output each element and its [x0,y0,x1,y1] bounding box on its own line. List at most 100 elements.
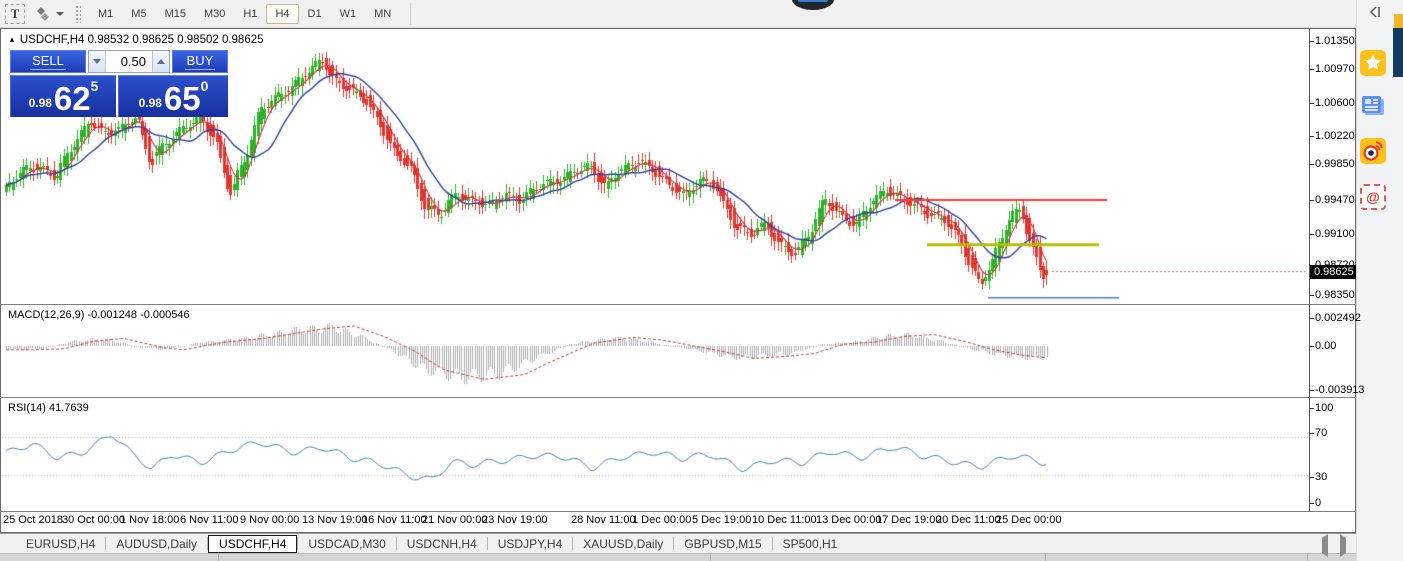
news-icon[interactable] [1360,93,1386,119]
rsi-axis-label: 30 [1315,471,1328,483]
chart-tab-bar: EURUSD,H4 AUDUSD,Daily USDCHF,H4 USDCAD,M30… [0,533,1356,553]
tab-gbpusd-m15[interactable]: GBPUSD,M15 [684,536,762,551]
at-glyph: @ [1366,189,1380,205]
rsi-axis-label-tick [1309,503,1314,504]
tab-usdcnh-h4[interactable]: USDCNH,H4 [406,536,477,551]
timeframe-button-d1[interactable]: D1 [299,4,331,24]
price-axis-label: 1.00600 [1315,97,1355,109]
macd-axis-label: -0.003913 [1315,384,1365,396]
tab-usdchf-h4[interactable]: USDCHF,H4 [208,534,298,553]
price-axis-border [1309,29,1310,512]
toolbar-separator [410,2,412,25]
tab-usdcad-m30[interactable]: USDCAD,M30 [308,536,386,551]
tab-separator [395,537,397,550]
timeframe-button-m30[interactable]: M30 [195,4,234,24]
background-window-navy-edge [1393,28,1403,77]
price-axis-label: 1.01350 [1315,35,1355,47]
status-strip-divider [1307,554,1308,561]
timeframe-button-mn[interactable]: MN [365,4,400,24]
price-axis-label-tick [1309,295,1314,296]
tab-xauusd-daily[interactable]: XAUUSD,Daily [583,536,664,551]
floating-ball[interactable] [792,0,834,10]
status-strip-divider [710,554,711,561]
tab-audusd-daily[interactable]: AUDUSD,Daily [116,536,198,551]
time-axis-label: 13 Dec 00:00 [816,514,882,526]
rsi-axis-label: 100 [1315,402,1334,414]
volume-increase-button[interactable] [152,51,169,72]
arrows-tool-button[interactable] [31,4,65,24]
mention-at-icon[interactable]: @ [1360,184,1386,210]
tab-separator [207,537,209,550]
timeframe-button-h1[interactable]: H1 [234,4,266,24]
price-axis-label-tick [1309,103,1314,104]
rsi-label: RSI(14) 41.7639 [8,402,89,414]
timeframe-button-m15[interactable]: M15 [156,4,195,24]
time-axis-label: 9 Nov 00:00 [240,514,300,526]
volume-decrease-button[interactable] [89,51,106,72]
sell-price-button[interactable]: 0.98 62 5 [10,75,116,117]
price-axis-label: 0.99100 [1315,228,1355,240]
tab-sp500-h1[interactable]: SP500,H1 [782,536,838,551]
timeframe-button-h4[interactable]: H4 [266,3,299,24]
background-window-yellow-edge [1394,14,1403,28]
macd-indicator-canvas[interactable] [2,305,1308,396]
time-axis-label: 17 Dec 19:00 [876,514,942,526]
time-axis-separator [0,511,1356,512]
right-sidebar: @ [1356,0,1403,561]
price-axis-label-tick [1309,41,1314,42]
macd-pane-separator[interactable] [0,304,1356,305]
timeframe-button-w1[interactable]: W1 [331,4,366,24]
rsi-pane-separator[interactable] [0,397,1356,398]
sell-button[interactable]: SELL [10,50,86,73]
macd-axis-label-tick [1309,318,1314,319]
price-axis-label-tick [1309,69,1314,70]
time-axis-label: 21 Nov 00:00 [422,514,488,526]
timeframe-button-m1[interactable]: M1 [89,4,122,24]
weibo-icon[interactable] [1360,138,1386,164]
tabs-scroll-left-button[interactable] [1320,534,1330,557]
tabs-scroll-right-button[interactable] [1338,534,1348,557]
favorites-star-icon[interactable] [1360,50,1386,76]
sidebar-collapse-button[interactable] [1367,4,1385,20]
time-axis-label: 1 Nov 18:00 [120,514,180,526]
time-axis-label: 30 Oct 00:00 [62,514,125,526]
chart-title: ▲ USDCHF,H4 0.98532 0.98625 0.98502 0.986… [8,34,264,46]
sell-button-label: SELL [30,53,66,70]
time-axis-label: 13 Nov 19:00 [302,514,368,526]
macd-axis-label: 0.002492 [1315,312,1361,324]
macd-axis-label: 0.00 [1315,340,1337,352]
text-label-tool-button[interactable]: T [5,3,25,24]
time-axis-label: 25 Dec 00:00 [996,514,1062,526]
scroll-right-icon [1340,534,1346,557]
top-toolbar: T M1 M5 M15 M30 H1 H4 D1 W1 MN [0,0,1403,28]
buy-button[interactable]: BUY [172,50,228,73]
sell-price-big: 62 [53,79,91,117]
time-axis-label: 16 Nov 11:00 [362,514,427,526]
rsi-axis-label-tick [1309,477,1314,478]
tab-eurusd-h4[interactable]: EURUSD,H4 [26,536,96,551]
price-axis-label-tick [1309,136,1314,137]
price-axis-label-tick [1309,200,1314,201]
tab-usdjpy-h4[interactable]: USDJPY,H4 [497,536,563,551]
timeframe-button-m5[interactable]: M5 [122,4,155,24]
time-axis-label: 6 Nov 11:00 [180,514,239,526]
rsi-indicator-canvas[interactable] [2,398,1308,511]
one-click-trading-panel: SELL BUY 0.98 62 5 0.98 65 0 [10,50,228,117]
buy-price-button[interactable]: 0.98 65 0 [118,75,228,117]
current-price-badge: 0.98625 [1310,265,1356,279]
time-axis-label: 10 Dec 11:00 [752,514,817,526]
volume-input[interactable] [106,51,152,72]
price-axis-label: 0.99850 [1315,158,1355,170]
sell-price-prefix: 0.98 [28,96,52,110]
arrows-icon [37,6,49,21]
scroll-left-icon [1322,534,1328,557]
tab-separator [771,537,773,550]
buy-price-big: 65 [163,79,201,117]
price-axis-label: 0.98350 [1315,289,1355,301]
buy-button-label: BUY [184,53,216,70]
price-axis-label: 1.00220 [1315,130,1355,142]
toolbar-grip [75,4,81,23]
caret-up-icon [157,59,165,64]
price-axis-label: 1.00970 [1315,63,1355,75]
macd-axis-label-tick [1309,346,1314,347]
